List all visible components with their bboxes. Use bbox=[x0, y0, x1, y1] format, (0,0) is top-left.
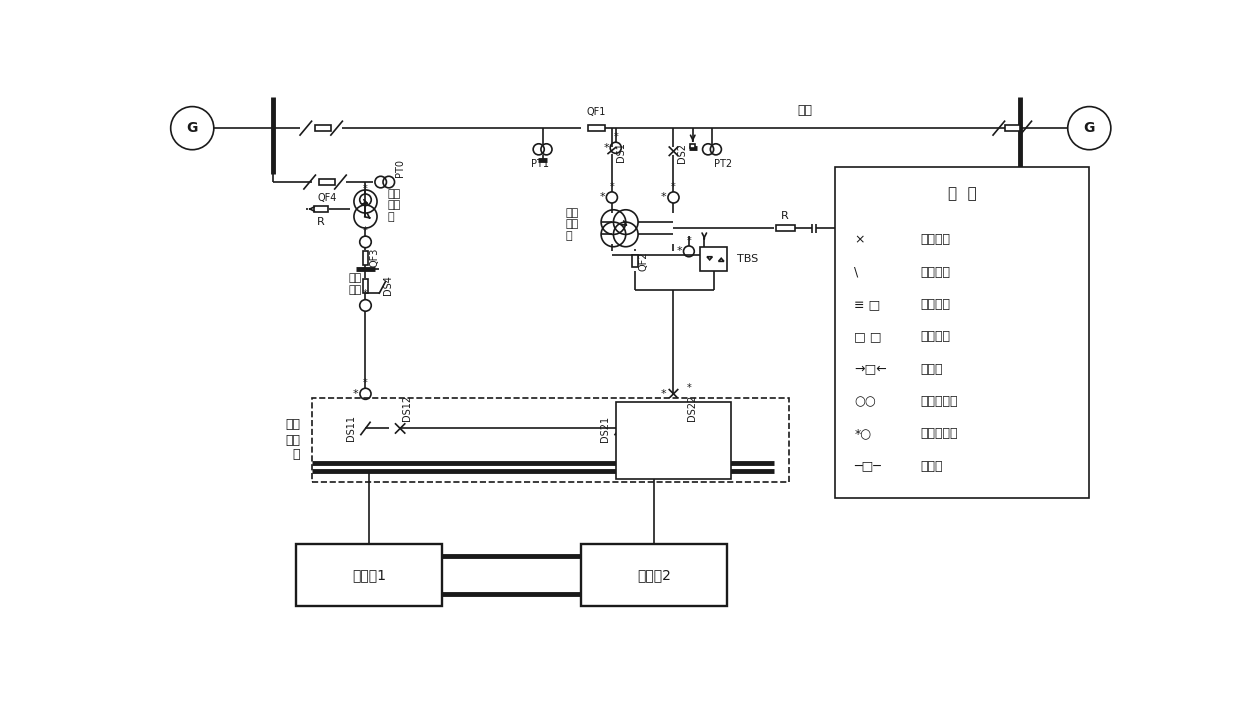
Text: DS4: DS4 bbox=[383, 275, 393, 295]
Text: *○: *○ bbox=[855, 428, 871, 440]
Text: QF3: QF3 bbox=[369, 248, 379, 267]
Bar bbox=[363, 280, 368, 293]
Text: G: G bbox=[1084, 121, 1095, 135]
Text: *: * bbox=[363, 184, 368, 194]
Bar bbox=[316, 125, 331, 131]
Bar bbox=[296, 544, 442, 606]
Text: DS21: DS21 bbox=[601, 415, 611, 441]
Text: *: * bbox=[660, 192, 667, 202]
Text: 图  例: 图 例 bbox=[948, 186, 976, 201]
Text: *: * bbox=[363, 226, 368, 236]
Text: QF1: QF1 bbox=[587, 107, 606, 117]
Text: 刀闸
连接
区: 刀闸 连接 区 bbox=[285, 418, 300, 461]
Text: 换流阀2: 换流阀2 bbox=[637, 568, 672, 582]
Text: TBS: TBS bbox=[737, 254, 758, 264]
Text: 刀闸合位: 刀闸合位 bbox=[919, 233, 950, 246]
Bar bbox=[581, 544, 727, 606]
Text: DS2: DS2 bbox=[678, 143, 688, 163]
Bar bbox=[700, 247, 727, 270]
Text: DS22: DS22 bbox=[688, 395, 698, 420]
Bar bbox=[363, 251, 368, 265]
Text: 开关分位: 开关分位 bbox=[919, 330, 950, 343]
Text: PT0: PT0 bbox=[395, 159, 405, 177]
Text: ≡ □: ≡ □ bbox=[855, 298, 881, 311]
Text: ─□─: ─□─ bbox=[855, 460, 881, 473]
Text: *: * bbox=[353, 389, 358, 399]
Bar bbox=[690, 144, 695, 148]
Text: PT2: PT2 bbox=[714, 159, 732, 169]
Text: \: \ bbox=[855, 266, 859, 279]
Text: 电阻器: 电阻器 bbox=[919, 460, 943, 473]
Text: ×: × bbox=[855, 233, 865, 246]
Bar bbox=[1005, 125, 1020, 131]
Text: *: * bbox=[363, 290, 368, 300]
Bar bbox=[835, 167, 1089, 498]
Text: DS11: DS11 bbox=[346, 415, 357, 441]
Text: *: * bbox=[672, 182, 675, 192]
Text: 充电
电阻: 充电 电阻 bbox=[348, 273, 362, 295]
Bar bbox=[311, 398, 789, 483]
Text: 避雷器: 避雷器 bbox=[919, 363, 943, 375]
Bar bbox=[632, 255, 638, 267]
Text: 线路: 线路 bbox=[797, 104, 812, 117]
Text: 开关合位: 开关合位 bbox=[919, 298, 950, 311]
Text: PT1: PT1 bbox=[532, 159, 549, 169]
Text: DS12: DS12 bbox=[403, 395, 413, 420]
Text: 并联
变压
器: 并联 变压 器 bbox=[387, 189, 400, 222]
Text: 换流阀1: 换流阀1 bbox=[352, 568, 387, 582]
Bar bbox=[320, 179, 335, 184]
Text: *: * bbox=[660, 389, 667, 399]
Text: R: R bbox=[317, 217, 325, 227]
Text: R: R bbox=[782, 210, 789, 220]
Bar bbox=[315, 207, 328, 212]
Text: □ □: □ □ bbox=[855, 330, 882, 343]
Text: 电流互感器: 电流互感器 bbox=[919, 428, 958, 440]
Text: QF4: QF4 bbox=[317, 193, 337, 203]
Text: ○○: ○○ bbox=[855, 395, 876, 408]
Bar bbox=[616, 402, 731, 478]
Text: 电压互感器: 电压互感器 bbox=[919, 395, 958, 408]
Text: *: * bbox=[686, 383, 691, 393]
Text: 串联
变压
器: 串联 变压 器 bbox=[566, 208, 579, 241]
Text: *: * bbox=[603, 143, 608, 153]
Text: *: * bbox=[676, 247, 683, 257]
Text: QF2: QF2 bbox=[639, 251, 649, 271]
Text: *: * bbox=[363, 378, 368, 388]
Text: →□←: →□← bbox=[855, 363, 887, 375]
Bar bbox=[776, 225, 794, 232]
Text: DS1: DS1 bbox=[616, 142, 626, 162]
Text: *: * bbox=[600, 192, 605, 202]
Bar bbox=[589, 125, 605, 131]
Text: *: * bbox=[610, 182, 615, 192]
Text: *: * bbox=[613, 132, 618, 142]
Text: G: G bbox=[187, 121, 198, 135]
Text: 刀闸分位: 刀闸分位 bbox=[919, 266, 950, 279]
Text: *: * bbox=[686, 235, 691, 245]
